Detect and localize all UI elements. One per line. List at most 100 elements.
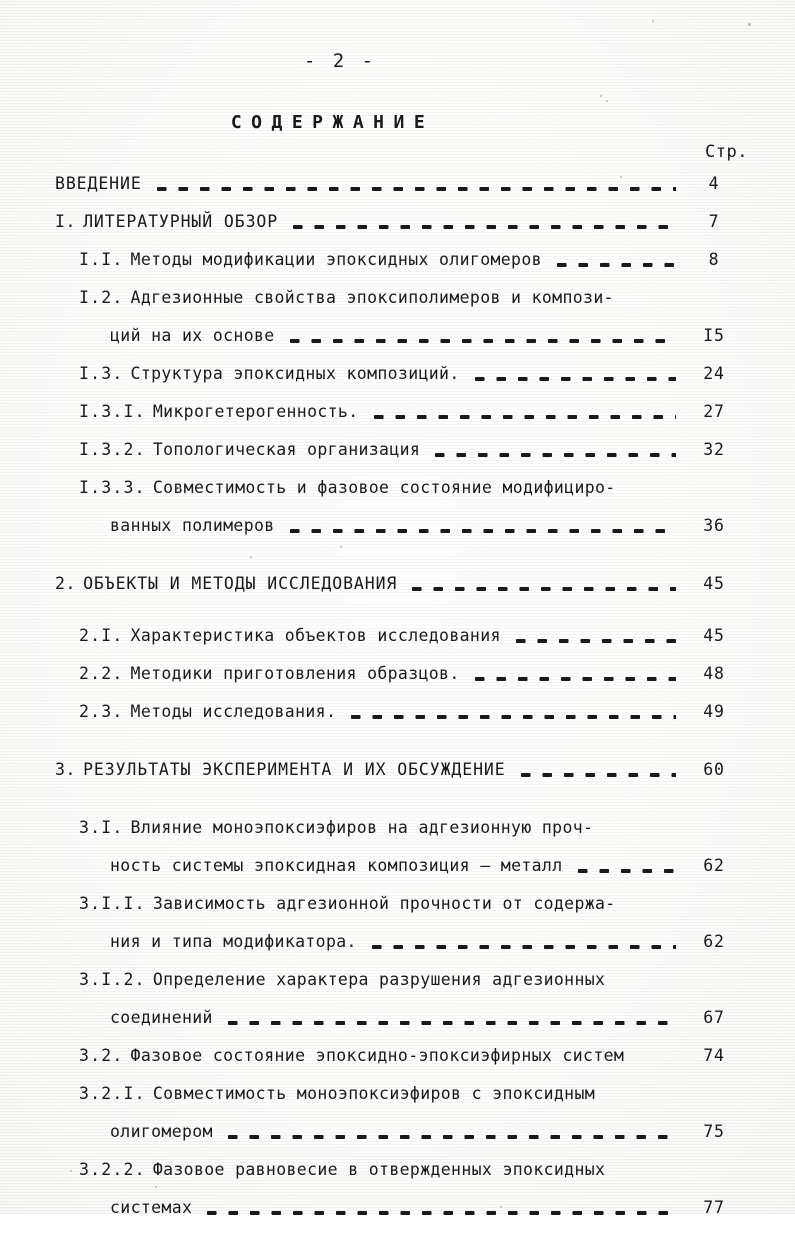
toc-row[interactable]: 3.I. Влияние моноэпоксиэфиров на адгезион… xyxy=(0,818,795,858)
toc-entry-title: Фазовое равновесие в отвержденных эпокси… xyxy=(152,1160,606,1179)
toc-row[interactable]: 3. РЕЗУЛЬТАТЫ ЭКСПЕРИМЕНТА И ИХ ОБСУЖДЕНИ… xyxy=(0,760,795,800)
toc-leader-dots xyxy=(514,773,676,777)
toc-leader-dots xyxy=(283,339,676,343)
toc-entry: 3. РЕЗУЛЬТАТЫ ЭКСПЕРИМЕНТА И ИХ ОБСУЖДЕНИ… xyxy=(55,760,506,779)
toc-row[interactable]: 3.2.2. Фазовое равновесие в отвержденных … xyxy=(0,1160,795,1200)
toc-entry-title: ций на их основе xyxy=(110,326,275,345)
toc-entry-page: I5 xyxy=(703,326,725,345)
toc-entry: 2.3. Методы исследования. xyxy=(79,702,337,721)
toc-entry-number: 3.2.I. xyxy=(79,1084,146,1103)
toc-entry-page: 75 xyxy=(703,1122,725,1141)
toc-entry-title: ВВЕДЕНИЕ xyxy=(55,174,142,193)
toc-leader-dots xyxy=(287,225,676,229)
toc-entry: 2. ОБЪЕКТЫ И МЕТОДЫ ИССЛЕДОВАНИЯ xyxy=(55,574,398,593)
toc-entry-page: 45 xyxy=(703,626,725,645)
toc-entry-number: I.2. xyxy=(79,288,124,307)
toc-entry: 3.I.I. Зависимость адгезионной прочности … xyxy=(79,894,616,913)
toc-entry-title: ванных полимеров xyxy=(110,516,275,535)
toc-entry: I.I. Методы модификации эпоксидных олигом… xyxy=(79,251,542,269)
toc-leader-dots xyxy=(201,1211,676,1215)
toc-entry-page: 32 xyxy=(703,440,725,459)
toc-entry-number: 2.2. xyxy=(79,664,124,683)
toc-entry: олигомером xyxy=(110,1122,213,1141)
toc-row[interactable]: I.I. Методы модификации эпоксидных олигом… xyxy=(0,250,795,290)
toc-row[interactable]: 2.3. Методы исследования. 49 xyxy=(0,702,795,742)
toc-entry-title: Определение характера разрушения адгезио… xyxy=(152,970,606,989)
toc-leader-dots xyxy=(468,377,676,381)
toc-row[interactable]: ванных полимеров 36 xyxy=(0,516,795,556)
toc-entry-number: 2.3. xyxy=(79,702,124,721)
page-column-header: Стр. xyxy=(705,142,748,162)
toc-entry: 2.2. Методики приготовления образцов. xyxy=(79,664,460,683)
toc-entry-number: I.3.2. xyxy=(79,440,146,459)
toc-entry-title: ЛИТЕРАТУРНЫЙ ОБЗОР xyxy=(83,212,279,231)
toc-entry-title: Методы исследования. xyxy=(130,702,337,721)
toc-entry-number: I.3. xyxy=(79,364,124,383)
toc-row[interactable]: I.3.2. Топологическая организация 32 xyxy=(0,440,795,480)
toc-entry: I.3.I. Микрогетерогенность. xyxy=(79,402,359,421)
toc-entry-title: Структура эпоксидных композиций. xyxy=(130,364,460,383)
toc-row[interactable]: 2.2. Методики приготовления образцов. 48 xyxy=(0,664,795,704)
toc-leader-dots xyxy=(406,587,676,591)
toc-entry-page: 67 xyxy=(703,1008,725,1027)
toc-row[interactable]: системах 77 xyxy=(0,1198,795,1238)
toc-entry-title: РЕЗУЛЬТАТЫ ЭКСПЕРИМЕНТА И ИХ ОБСУЖДЕНИЕ xyxy=(83,760,506,779)
toc-entry: 3.I. Влияние моноэпоксиэфиров на адгезион… xyxy=(79,818,594,837)
toc-row[interactable]: 3.I.I. Зависимость адгезионной прочности … xyxy=(0,894,795,934)
toc-row[interactable]: 2. ОБЪЕКТЫ И МЕТОДЫ ИССЛЕДОВАНИЯ 45 xyxy=(0,574,795,614)
toc-row[interactable]: 3.I.2. Определение характера разрушения а… xyxy=(0,970,795,1010)
toc-entry: 3.2.I. Совместимость моноэпоксиэфиров с э… xyxy=(79,1084,596,1103)
toc-entry-number: 3. xyxy=(55,760,77,779)
toc-entry-title: Совместимость моноэпоксиэфиров с эпоксид… xyxy=(152,1084,596,1103)
toc-entry-page: 74 xyxy=(703,1046,725,1065)
toc-leader-dots xyxy=(509,639,676,643)
toc-row[interactable]: 3.2.I. Совместимость моноэпоксиэфиров с э… xyxy=(0,1084,795,1124)
toc-entry-number: 3.I. xyxy=(79,818,124,837)
toc-row[interactable]: ВВЕДЕНИЕ 4 xyxy=(0,174,795,214)
toc-row[interactable]: I.3.3. Совместимость и фазовое состояние … xyxy=(0,478,795,518)
toc-entry-page: 49 xyxy=(703,702,725,721)
page-title: СОДЕРЖАНИЕ xyxy=(230,112,435,134)
toc-entry: 3.2. Фазовое состояние эпоксидно-эпоксиэф… xyxy=(79,1047,624,1065)
toc-entry-page: 60 xyxy=(703,760,725,779)
toc-leader-dots xyxy=(221,1021,676,1025)
toc-entry-number: 3.I.I. xyxy=(79,894,146,913)
toc-entry-page: 48 xyxy=(703,664,725,683)
toc-leader-dots xyxy=(571,869,676,873)
toc-row[interactable]: I.3.I. Микрогетерогенность. 27 xyxy=(0,402,795,442)
toc-entry-title: ОБЪЕКТЫ И МЕТОДЫ ИССЛЕДОВАНИЯ xyxy=(83,574,398,593)
toc-leader-dots xyxy=(150,187,676,191)
toc-leader-dots xyxy=(345,715,676,719)
toc-entry-title: олигомером xyxy=(110,1122,213,1141)
toc-entry-title: Характеристика объектов исследования xyxy=(130,626,501,645)
toc-entry-title: Топологическая организация xyxy=(152,440,421,459)
toc-entry-title: Адгезионные свойства эпоксиполимеров и к… xyxy=(130,288,614,307)
toc-row[interactable]: I. ЛИТЕРАТУРНЫЙ ОБЗОР 7 xyxy=(0,212,795,252)
toc-entry-title: ния и типа модификатора. xyxy=(110,932,357,951)
toc-entry: 3.2.2. Фазовое равновесие в отвержденных … xyxy=(79,1160,606,1179)
toc-row[interactable]: ность системы эпоксидная композиция – ме… xyxy=(0,857,795,896)
toc-entry-title: соединений xyxy=(110,1008,213,1027)
toc-row[interactable]: I.3. Структура эпоксидных композиций. 24 xyxy=(0,364,795,404)
toc-row[interactable]: ния и типа модификатора. 62 xyxy=(0,932,795,972)
toc-entry-page: 8 xyxy=(708,250,720,269)
toc-leader-dots xyxy=(283,529,676,533)
toc-row[interactable]: ций на их основе I5 xyxy=(0,326,795,366)
toc-leader-dots xyxy=(367,415,676,419)
toc-row[interactable]: соединений 67 xyxy=(0,1008,795,1048)
toc-entry-number: 2.I. xyxy=(79,626,124,645)
toc-row[interactable]: I.2. Адгезионные свойства эпоксиполимеров… xyxy=(0,288,795,328)
toc-entry-title: Совместимость и фазовое состояние модифи… xyxy=(152,478,616,497)
toc-row[interactable]: 3.2. Фазовое состояние эпоксидно-эпоксиэф… xyxy=(0,1046,795,1086)
toc-row[interactable]: олигомером 75 xyxy=(0,1122,795,1162)
toc-entry-page: 4 xyxy=(708,174,720,193)
toc-entry-title: Влияние моноэпоксиэфиров на адгезионную … xyxy=(130,818,594,837)
toc-leader-dots xyxy=(221,1135,676,1139)
toc-entry: ванных полимеров xyxy=(110,516,275,535)
toc-entry-number: I.3.3. xyxy=(79,478,146,497)
toc-row[interactable]: 2.I. Характеристика объектов исследования… xyxy=(0,626,795,666)
toc-entry-page: 77 xyxy=(703,1198,725,1217)
toc-entry-title: Микрогетерогенность. xyxy=(152,402,359,421)
toc-entry-title: системах xyxy=(110,1198,193,1217)
